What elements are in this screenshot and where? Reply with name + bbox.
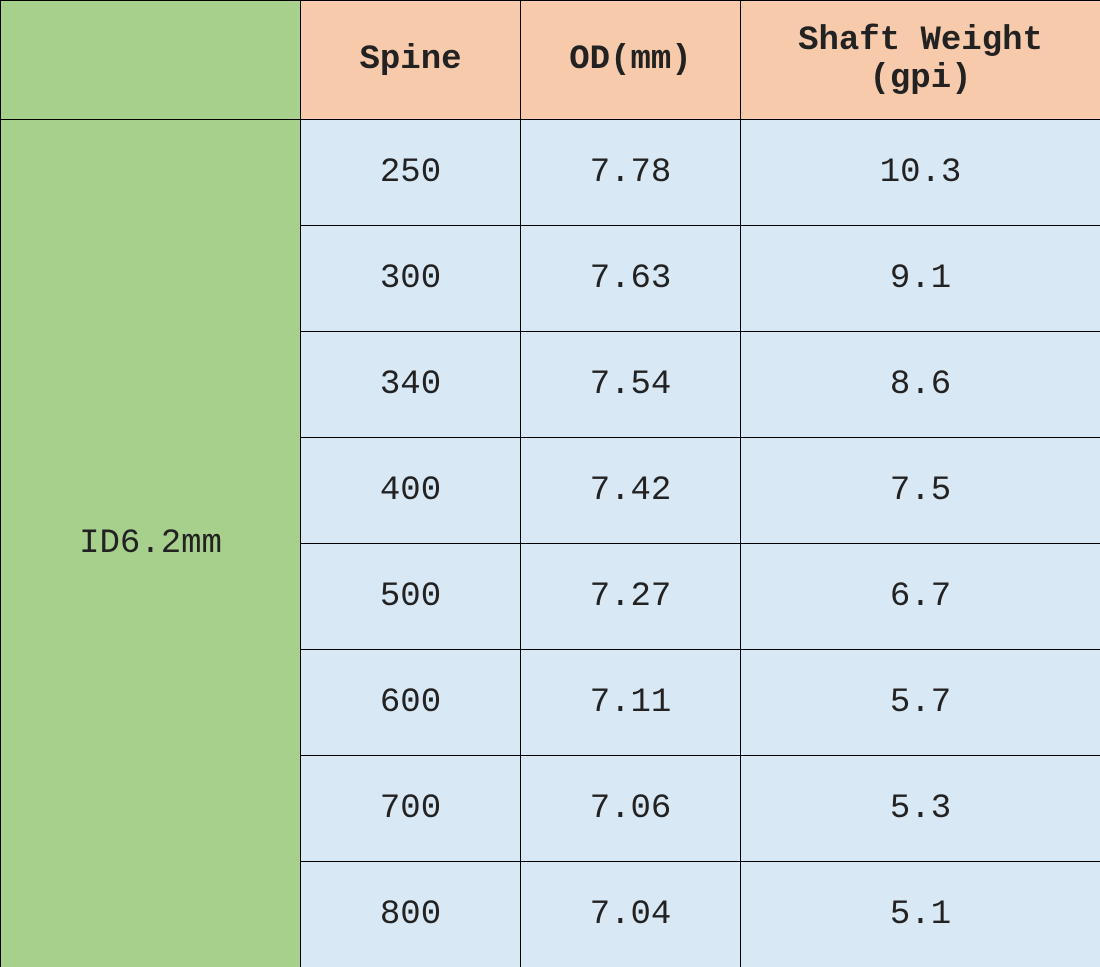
table-row: ID6.2mm 250 7.78 10.3 bbox=[1, 120, 1100, 226]
cell-od: 7.54 bbox=[521, 332, 741, 438]
cell-od: 7.06 bbox=[521, 756, 741, 862]
spec-table: Spine OD(mm) Shaft Weight (gpi) ID6.2mm … bbox=[0, 0, 1100, 967]
cell-spine: 300 bbox=[301, 226, 521, 332]
cell-od: 7.04 bbox=[521, 862, 741, 967]
cell-gpi: 5.3 bbox=[741, 756, 1100, 862]
cell-gpi: 10.3 bbox=[741, 120, 1100, 226]
col-header-weight: Shaft Weight (gpi) bbox=[741, 1, 1100, 120]
cell-gpi: 5.1 bbox=[741, 862, 1100, 967]
cell-od: 7.42 bbox=[521, 438, 741, 544]
cell-spine: 800 bbox=[301, 862, 521, 967]
cell-gpi: 8.6 bbox=[741, 332, 1100, 438]
cell-od: 7.63 bbox=[521, 226, 741, 332]
cell-spine: 340 bbox=[301, 332, 521, 438]
cell-gpi: 9.1 bbox=[741, 226, 1100, 332]
col-header-weight-line1: Shaft Weight bbox=[741, 22, 1100, 60]
col-header-weight-line2: (gpi) bbox=[741, 60, 1100, 98]
cell-od: 7.11 bbox=[521, 650, 741, 756]
cell-od: 7.78 bbox=[521, 120, 741, 226]
cell-spine: 700 bbox=[301, 756, 521, 862]
cell-spine: 600 bbox=[301, 650, 521, 756]
table-header-row: Spine OD(mm) Shaft Weight (gpi) bbox=[1, 1, 1100, 120]
col-header-od: OD(mm) bbox=[521, 1, 741, 120]
cell-gpi: 5.7 bbox=[741, 650, 1100, 756]
row-label: ID6.2mm bbox=[1, 120, 301, 967]
cell-spine: 250 bbox=[301, 120, 521, 226]
cell-gpi: 7.5 bbox=[741, 438, 1100, 544]
corner-cell bbox=[1, 1, 301, 120]
cell-gpi: 6.7 bbox=[741, 544, 1100, 650]
cell-od: 7.27 bbox=[521, 544, 741, 650]
cell-spine: 500 bbox=[301, 544, 521, 650]
col-header-spine: Spine bbox=[301, 1, 521, 120]
cell-spine: 400 bbox=[301, 438, 521, 544]
